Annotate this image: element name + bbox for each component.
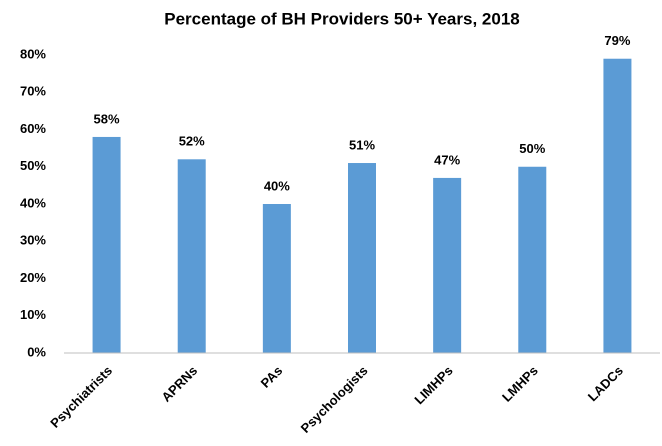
x-tick-label: LMHPs: [499, 363, 541, 405]
bar: [348, 163, 376, 353]
bar: [92, 136, 121, 353]
value-label: 51%: [349, 137, 375, 152]
value-label: 40%: [264, 178, 290, 193]
x-tick-label: Psychiatrists: [47, 363, 115, 431]
y-tick-label: 70%: [20, 84, 46, 99]
y-tick-label: 50%: [20, 158, 46, 173]
bar: [433, 177, 462, 353]
y-tick-label: 20%: [20, 270, 46, 285]
y-tick-label: 0%: [27, 344, 46, 359]
value-label: 58%: [94, 111, 120, 126]
y-tick-label: 10%: [20, 307, 46, 322]
chart-title: Percentage of BH Providers 50+ Years, 20…: [164, 9, 519, 28]
x-tick-label: LIMHPs: [411, 363, 455, 407]
value-label: 50%: [519, 141, 545, 156]
bar: [603, 58, 632, 353]
bar: [262, 204, 291, 353]
x-tick-label: Psychologists: [298, 363, 371, 436]
x-tick-label: LADCs: [585, 363, 626, 404]
value-label: 52%: [179, 134, 205, 149]
bar: [177, 159, 206, 353]
value-label: 47%: [434, 152, 460, 167]
x-tick-label: APRNs: [158, 363, 200, 405]
y-tick-label: 60%: [20, 121, 46, 136]
y-tick-label: 30%: [20, 233, 46, 248]
value-label: 79%: [604, 33, 630, 48]
y-tick-label: 80%: [20, 46, 46, 61]
bar: [518, 166, 547, 353]
x-tick-label: PAs: [258, 363, 286, 391]
y-tick-label: 40%: [20, 195, 46, 210]
